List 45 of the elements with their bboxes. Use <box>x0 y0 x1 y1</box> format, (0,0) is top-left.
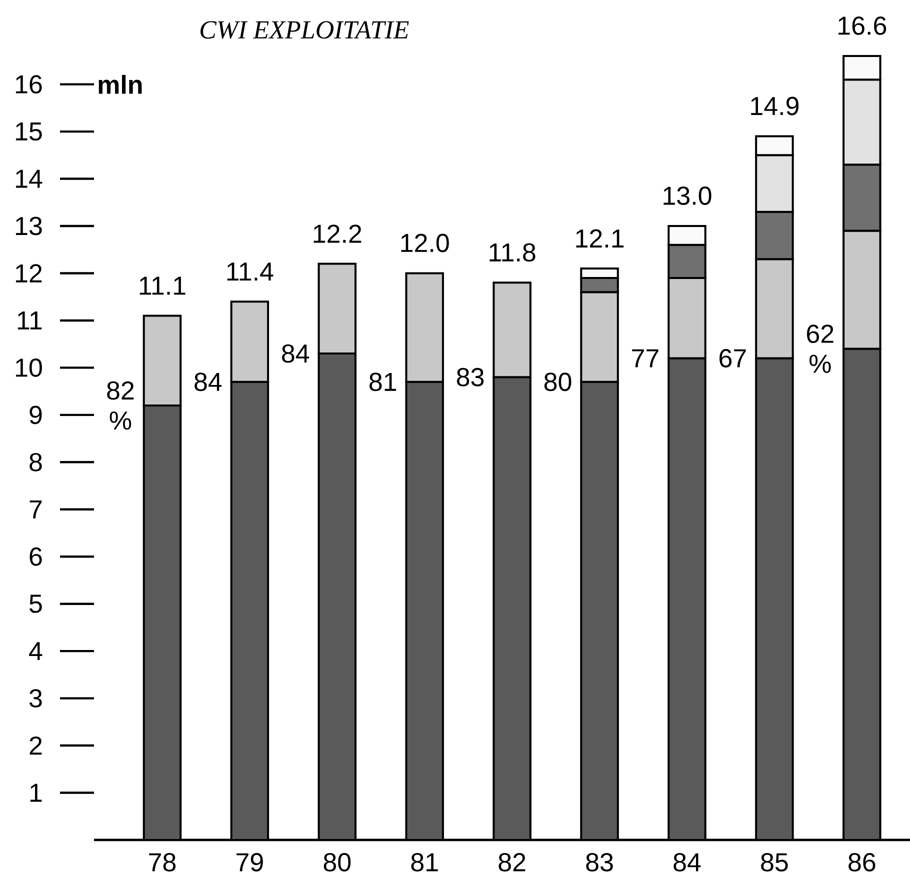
x-tick-label: 79 <box>236 853 263 872</box>
chart-title: CWI EXPLOITATIE <box>200 21 409 39</box>
total-label: 11.1 <box>140 276 186 295</box>
y-axis-title: mln <box>98 74 142 94</box>
x-tick-label: 80 <box>324 853 351 872</box>
y-tick-label: 1 <box>30 784 42 802</box>
total-label: 11.4 <box>227 262 274 281</box>
y-tick-label: 13 <box>16 216 42 236</box>
y-tick-label: 8 <box>30 452 42 472</box>
x-tick-label: 86 <box>848 853 876 872</box>
y-tick-label: 6 <box>30 547 42 566</box>
y-tick-label: 10 <box>16 358 42 377</box>
total-label: 11.8 <box>490 243 536 262</box>
y-tick-label: 11 <box>18 312 42 330</box>
y-tick-label: 4 <box>29 642 42 660</box>
annotation: 84 <box>282 344 310 363</box>
total-label: 16.6 <box>838 16 886 35</box>
x-tick-label: 78 <box>149 853 176 872</box>
y-tick-label: 9 <box>30 406 42 424</box>
x-tick-label: 84 <box>674 853 701 872</box>
annotation: 62 % <box>806 324 834 373</box>
x-tick-label: 85 <box>761 853 788 872</box>
y-tick-label: 12 <box>16 264 42 282</box>
y-tick-label: 3 <box>29 689 42 708</box>
total-label: 12.0 <box>401 234 449 252</box>
y-tick-label: 7 <box>30 500 42 518</box>
annotation: 81 <box>370 372 396 392</box>
annotation: 82 % <box>107 381 134 430</box>
annotation: 83 <box>456 368 484 386</box>
annotation: 80 <box>544 372 572 392</box>
annotation: 67 <box>720 349 746 368</box>
x-tick-label: 83 <box>586 853 613 872</box>
y-tick-label: 5 <box>30 594 42 613</box>
x-tick-label: 82 <box>498 853 526 872</box>
total-label: 13.0 <box>664 186 712 205</box>
total-label: 12.2 <box>314 224 362 243</box>
x-tick-label: 81 <box>411 853 438 872</box>
total-label: 12.1 <box>576 229 624 248</box>
y-tick-label: 14 <box>16 170 42 188</box>
y-tick-label: 16 <box>16 75 42 94</box>
annotation: 77 <box>632 349 658 368</box>
y-tick-label: 15 <box>16 122 42 141</box>
annotation: 84 <box>194 372 222 392</box>
y-tick-label: 2 <box>30 736 42 755</box>
total-label: 14.9 <box>751 96 799 116</box>
